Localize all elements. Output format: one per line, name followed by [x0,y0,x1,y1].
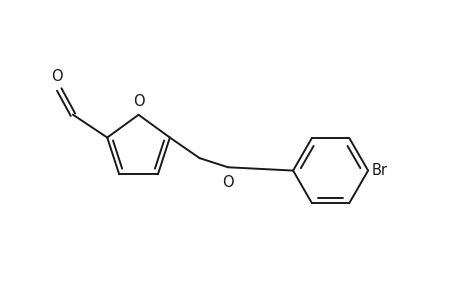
Text: O: O [222,175,233,190]
Text: Br: Br [371,163,387,178]
Text: O: O [51,69,62,84]
Text: O: O [133,94,144,109]
